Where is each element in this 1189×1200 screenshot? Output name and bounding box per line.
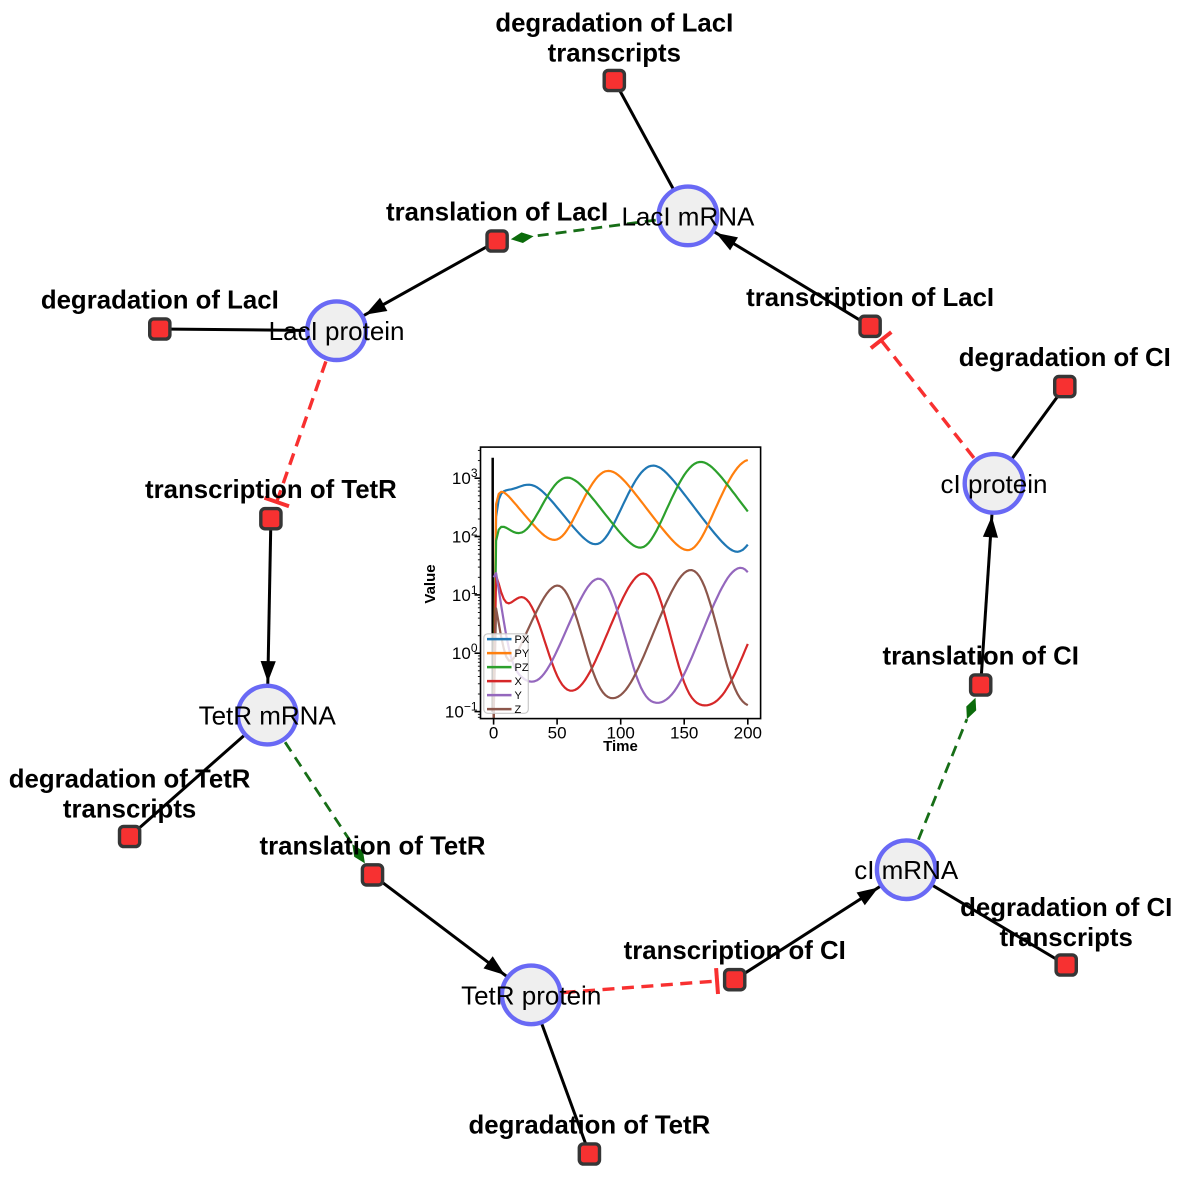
svg-text:150: 150 — [670, 724, 698, 743]
svg-text:Y: Y — [515, 690, 523, 702]
svg-text:transcription of CI: transcription of CI — [624, 937, 846, 965]
svg-text:degradation of LacI: degradation of LacI — [41, 287, 279, 315]
svg-text:TetR mRNA: TetR mRNA — [199, 701, 337, 731]
svg-text:PZ: PZ — [515, 662, 529, 674]
svg-text:transcripts: transcripts — [63, 796, 196, 824]
svg-text:LacI mRNA: LacI mRNA — [621, 201, 755, 231]
svg-text:translation of TetR: translation of TetR — [260, 832, 486, 860]
svg-text:translation of CI: translation of CI — [883, 643, 1079, 671]
svg-text:degradation of LacI: degradation of LacI — [495, 10, 733, 38]
svg-text:50: 50 — [548, 724, 567, 743]
svg-text:translation of LacI: translation of LacI — [386, 199, 608, 227]
svg-text:X: X — [515, 676, 523, 688]
svg-text:PX: PX — [515, 634, 530, 646]
svg-text:transcripts: transcripts — [1000, 924, 1133, 952]
svg-text:LacI protein: LacI protein — [269, 316, 405, 346]
svg-text:100: 100 — [607, 724, 635, 743]
svg-text:degradation of TetR: degradation of TetR — [469, 1112, 711, 1140]
svg-text:transcription of TetR: transcription of TetR — [145, 476, 397, 504]
svg-text:Z: Z — [515, 704, 522, 716]
svg-text:degradation of CI: degradation of CI — [960, 894, 1172, 922]
svg-text:transcripts: transcripts — [548, 40, 681, 68]
svg-text:degradation of TetR: degradation of TetR — [9, 766, 251, 794]
svg-text:200: 200 — [734, 724, 762, 743]
svg-text:cI mRNA: cI mRNA — [854, 855, 959, 885]
svg-text:degradation of CI: degradation of CI — [959, 344, 1171, 372]
svg-text:Time: Time — [603, 738, 638, 755]
svg-text:0: 0 — [489, 724, 498, 743]
svg-text:cI protein: cI protein — [941, 469, 1048, 499]
svg-text:PY: PY — [515, 648, 530, 660]
svg-text:TetR protein: TetR protein — [461, 980, 601, 1010]
svg-text:Value: Value — [422, 564, 439, 603]
svg-text:transcription of LacI: transcription of LacI — [746, 284, 994, 312]
